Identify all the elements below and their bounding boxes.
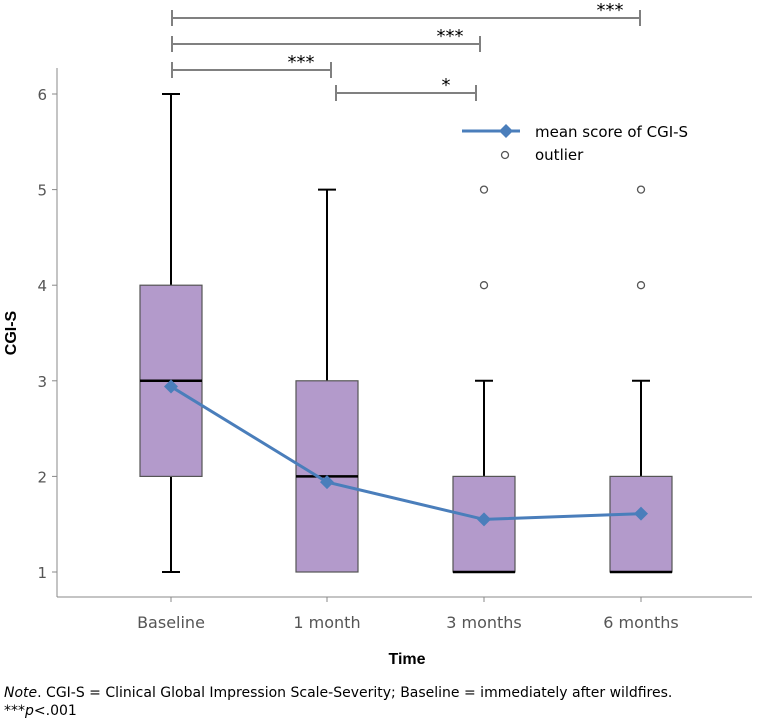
significance-label: *** bbox=[288, 52, 315, 73]
legend-outlier-marker bbox=[500, 150, 510, 160]
significance-label: * bbox=[442, 75, 451, 96]
significance-bracket bbox=[171, 36, 481, 52]
mean-series-layer bbox=[164, 379, 648, 527]
legend-label-mean: mean score of CGI-S bbox=[535, 123, 688, 141]
y-tick-label: 1 bbox=[37, 564, 47, 582]
y-tick-label: 5 bbox=[37, 182, 47, 200]
y-tick-label: 4 bbox=[37, 277, 47, 295]
note-label: Note bbox=[4, 685, 38, 701]
figure-note: Note. CGI-S = Clinical Global Impression… bbox=[4, 684, 672, 720]
significance-label: *** bbox=[437, 26, 464, 47]
x-tick-label: 6 months bbox=[603, 613, 679, 632]
axes-layer: 1 2 3 4 5 6 Baseline 1 month 3 months 6 months bbox=[37, 68, 752, 632]
mean-line bbox=[170, 385, 642, 521]
mean-marker bbox=[320, 475, 334, 490]
legend: mean score of CGI-S outlier bbox=[462, 123, 688, 164]
outlier-point bbox=[636, 281, 646, 290]
x-tick-label: Baseline bbox=[137, 613, 205, 632]
box-body bbox=[609, 475, 673, 573]
note-text: . CGI-S = Clinical Global Impression Sca… bbox=[37, 685, 673, 701]
mean-marker bbox=[634, 506, 648, 521]
x-tick-label: 1 month bbox=[293, 613, 360, 632]
significance-bracket bbox=[335, 85, 477, 101]
note-sig-rest: <.001 bbox=[33, 703, 77, 719]
mean-marker bbox=[164, 379, 178, 394]
significance-brackets: ********** bbox=[171, 0, 641, 101]
significance-bracket bbox=[171, 62, 332, 78]
legend-mean-marker bbox=[499, 124, 513, 138]
note-line-2: ***p<.001 bbox=[4, 702, 672, 720]
y-tick-label: 3 bbox=[37, 373, 47, 391]
y-axis-label: CGI-S bbox=[3, 310, 20, 355]
note-sig-stars: *** bbox=[4, 703, 25, 719]
legend-label-outlier: outlier bbox=[535, 146, 584, 164]
x-axis-label: Time bbox=[388, 651, 425, 668]
note-line-1: Note. CGI-S = Clinical Global Impression… bbox=[4, 684, 672, 702]
outlier-point bbox=[479, 281, 489, 290]
y-tick-label: 6 bbox=[37, 86, 47, 104]
mean-marker bbox=[477, 512, 491, 527]
outlier-point bbox=[636, 185, 646, 194]
significance-bracket bbox=[171, 10, 641, 26]
y-tick-label: 2 bbox=[37, 468, 47, 486]
note-sig-p: p bbox=[25, 703, 34, 719]
outlier-point bbox=[479, 185, 489, 194]
significance-label: *** bbox=[597, 0, 624, 21]
x-tick-label: 3 months bbox=[446, 613, 522, 632]
